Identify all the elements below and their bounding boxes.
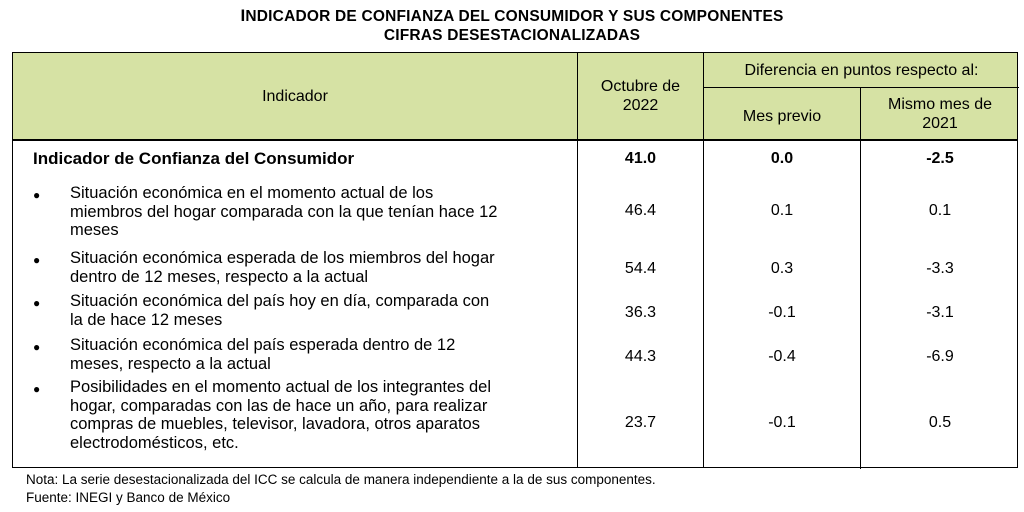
header-octubre-2022: Octubre de 2022 [578,53,703,139]
header-indicador: Indicador [262,87,328,105]
bullet-icon: ● [33,340,41,354]
component-value: 44.3 [624,348,657,365]
header-bottom-rule [13,139,1017,141]
header-octubre-line1: Octubre de [600,78,681,95]
col-divider-2 [703,53,704,467]
component-mismo-mes: -3.1 [926,304,954,321]
component-label: Situación económica del país esperada de… [70,336,456,373]
component-label: Situación económica en el momento actual… [70,184,498,239]
component-mismo-mes: -6.9 [926,348,954,365]
diferencia-underline [703,87,1019,88]
footnote-fuente: Fuente: INEGI y Banco de México [26,490,231,505]
component-mismo-mes: 0.5 [928,414,952,431]
col-divider-1 [577,53,578,467]
main-mismo-mes: -2.5 [926,150,954,167]
title-initial: I [240,6,246,25]
title-line-1: NDICADOR DE CONFIANZA DEL CONSUMIDOR Y S… [245,8,784,25]
title-line-2: CIFRAS DESESTACIONALIZADAS [383,27,641,44]
header-mismo-mes: Mismo mes de 2021 [861,88,1019,139]
component-value: 23.7 [624,414,657,431]
main-mes-previo: 0.0 [770,150,794,167]
component-mismo-mes: 0.1 [928,202,952,219]
main-value: 41.0 [624,150,657,167]
main-indicator-label: Indicador de Confianza del Consumidor [33,149,355,168]
component-label: Situación económica esperada de los miem… [70,249,495,286]
component-mes-previo: -0.1 [768,304,796,321]
bullet-icon: ● [33,253,41,267]
footnote-nota: Nota: La serie desestacionalizada del IC… [26,472,656,487]
header-mismo-mes-line2: 2021 [922,114,958,132]
component-mes-previo: -0.4 [768,348,796,365]
table-title: INDICADOR DE CONFIANZA DEL CONSUMIDOR Y … [0,6,1024,45]
component-mes-previo: 0.3 [770,260,794,277]
bullet-icon: ● [33,296,41,310]
bullet-icon: ● [33,188,41,202]
component-value: 54.4 [624,260,657,277]
component-label: Situación económica del país hoy en día,… [70,292,490,329]
header-mismo-mes-line1: Mismo mes de [887,95,993,113]
component-mismo-mes: -3.3 [926,260,954,277]
component-mes-previo: -0.1 [768,414,796,431]
indicator-table: Indicador Octubre de 2022 Diferencia en … [12,52,1019,469]
bullet-icon: ● [33,382,41,396]
table-header [13,53,1017,140]
col-divider-3 [860,87,861,469]
component-value: 46.4 [624,202,657,219]
component-value: 36.3 [624,304,657,321]
component-label: Posibilidades en el momento actual de lo… [70,378,492,452]
header-diferencia: Diferencia en puntos respecto al: [744,61,979,79]
component-mes-previo: 0.1 [770,202,794,219]
header-octubre-line2: 2022 [622,97,659,114]
header-mes-previo: Mes previo [742,108,822,125]
